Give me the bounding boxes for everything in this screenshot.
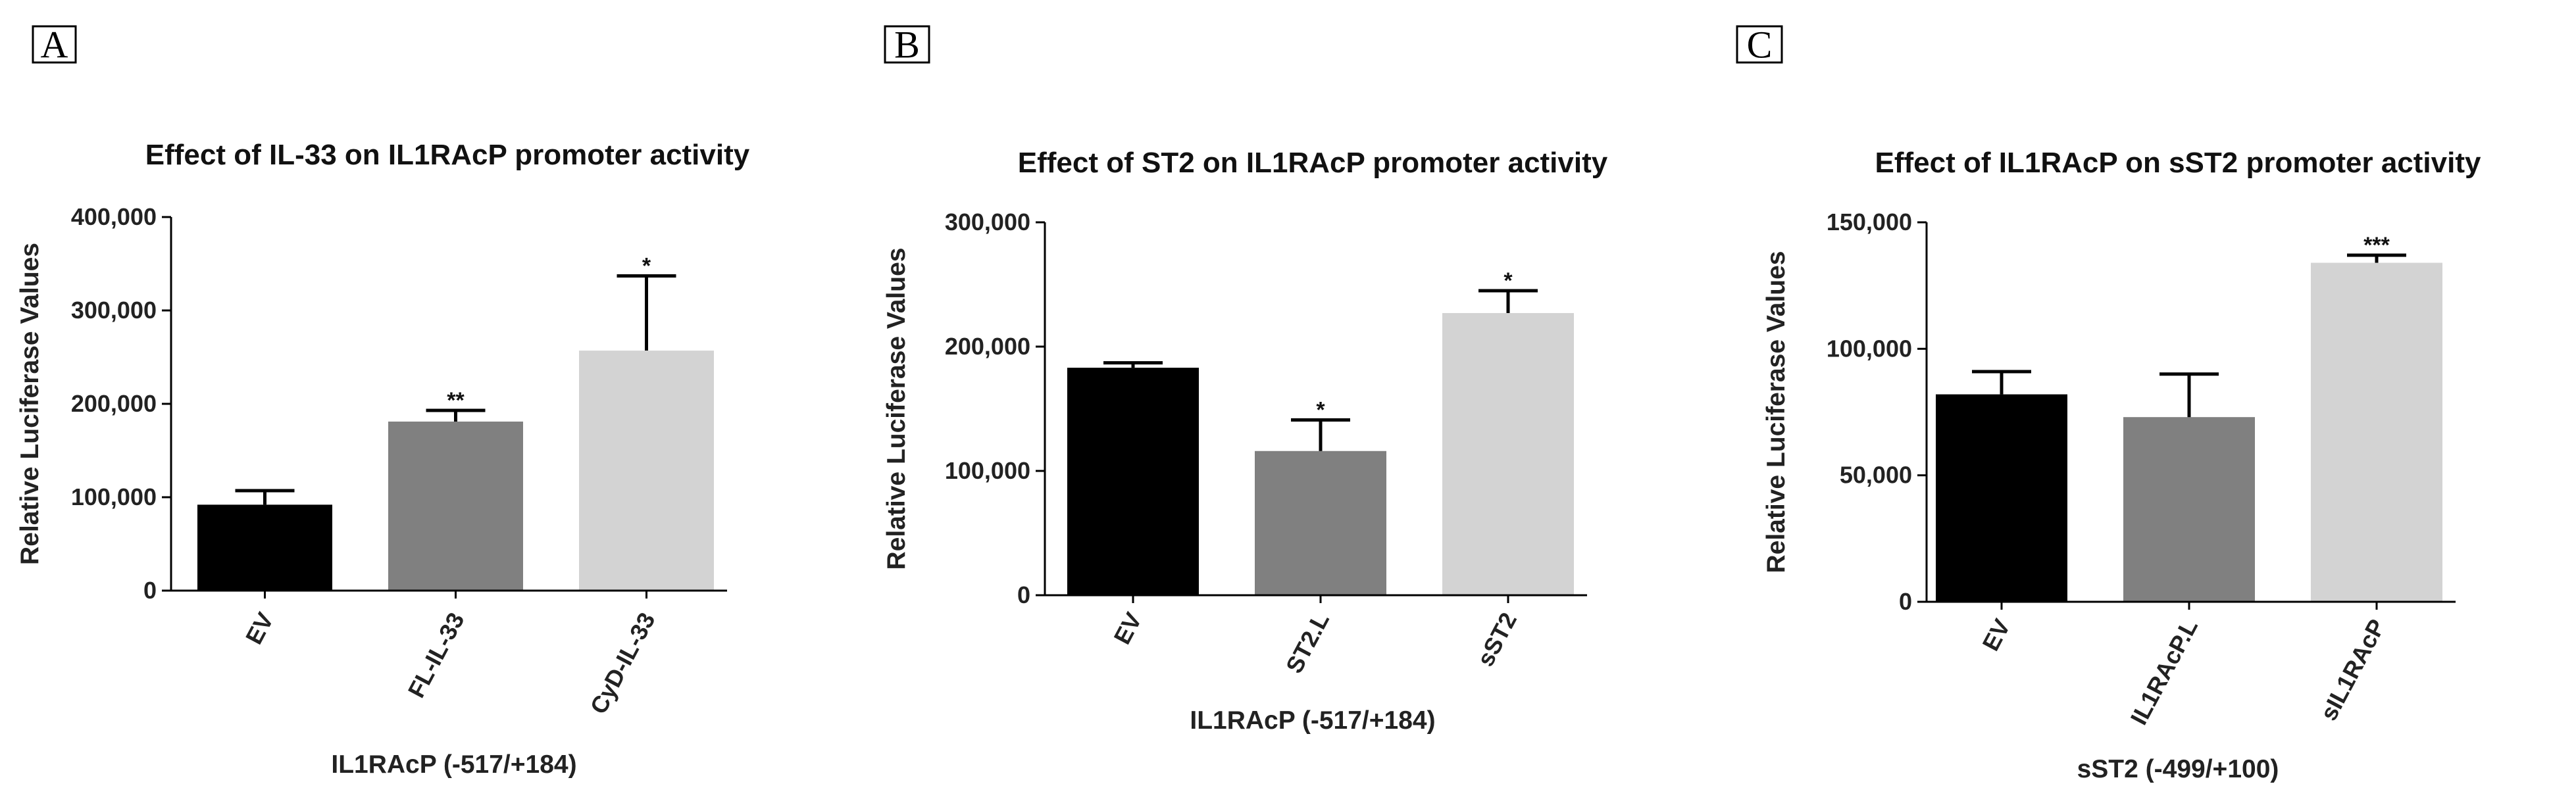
y-tick-label: 100,000 [71,483,157,510]
significance-mark: * [642,253,651,278]
bar-st2-l [1255,451,1386,595]
y-tick-label: 200,000 [945,333,1030,360]
x-axis-label: sST2 (-499/+100) [2077,755,2279,783]
x-category-label: CyD-IL-33 [584,608,660,719]
significance-mark: *** [2363,233,2390,258]
x-axis-label: IL1RAcP (-517/+184) [331,750,576,779]
x-category-label: FL-IL-33 [403,608,470,702]
y-tick-label: 0 [143,577,157,604]
y-tick-label: 50,000 [1840,462,1912,489]
x-category-label: EV [1108,608,1147,649]
x-category-label: sIL1RAcP [2315,615,2390,725]
panel-letter: B [894,24,920,66]
bar-ev [1936,394,2067,602]
chart-title: Effect of ST2 on IL1RAcP promoter activi… [1018,147,1608,179]
panel-letter: C [1747,24,1773,66]
bar-ev [197,504,332,591]
bar-fl-il-33 [388,421,523,591]
chart-title: Effect of IL-33 on IL1RAcP promoter acti… [145,139,750,171]
panel-letter-box [884,25,930,64]
significance-mark: * [1316,398,1325,423]
x-category-label: EV [1977,615,2015,656]
bar-sil1racp [2311,262,2442,602]
y-tick-label: 300,000 [71,297,157,324]
y-tick-label: 100,000 [945,457,1030,484]
x-category-label: sST2 [1471,608,1522,671]
chart-title: Effect of IL1RAcP on sST2 promoter activ… [1875,147,2481,179]
significance-mark: ** [447,388,465,413]
y-tick-label: 150,000 [1827,208,1912,235]
y-axis-label: Relative Luciferase Values [882,248,911,570]
y-axis-label: Relative Luciferase Values [16,243,44,565]
y-tick-label: 0 [1017,581,1030,608]
x-category-label: EV [240,608,279,649]
bar-il1racp-l [2123,417,2255,602]
y-axis-label: Relative Luciferase Values [1762,251,1790,574]
y-tick-label: 0 [1899,588,1912,615]
x-category-label: ST2.L [1280,608,1334,678]
panel-letter-box [32,25,77,64]
y-tick-label: 200,000 [71,390,157,417]
significance-mark: * [1503,268,1513,293]
bar-cyd-il-33 [579,351,714,591]
y-tick-label: 400,000 [71,203,157,230]
bar-ev [1067,368,1199,595]
y-tick-label: 100,000 [1827,335,1912,362]
x-category-label: IL1RAcP.L [2125,615,2204,729]
panel-letter-box [1736,25,1783,64]
x-axis-label: IL1RAcP (-517/+184) [1190,706,1435,735]
y-tick-label: 300,000 [945,208,1030,235]
panel-letter: A [41,24,68,66]
bar-sst2 [1442,312,1574,595]
